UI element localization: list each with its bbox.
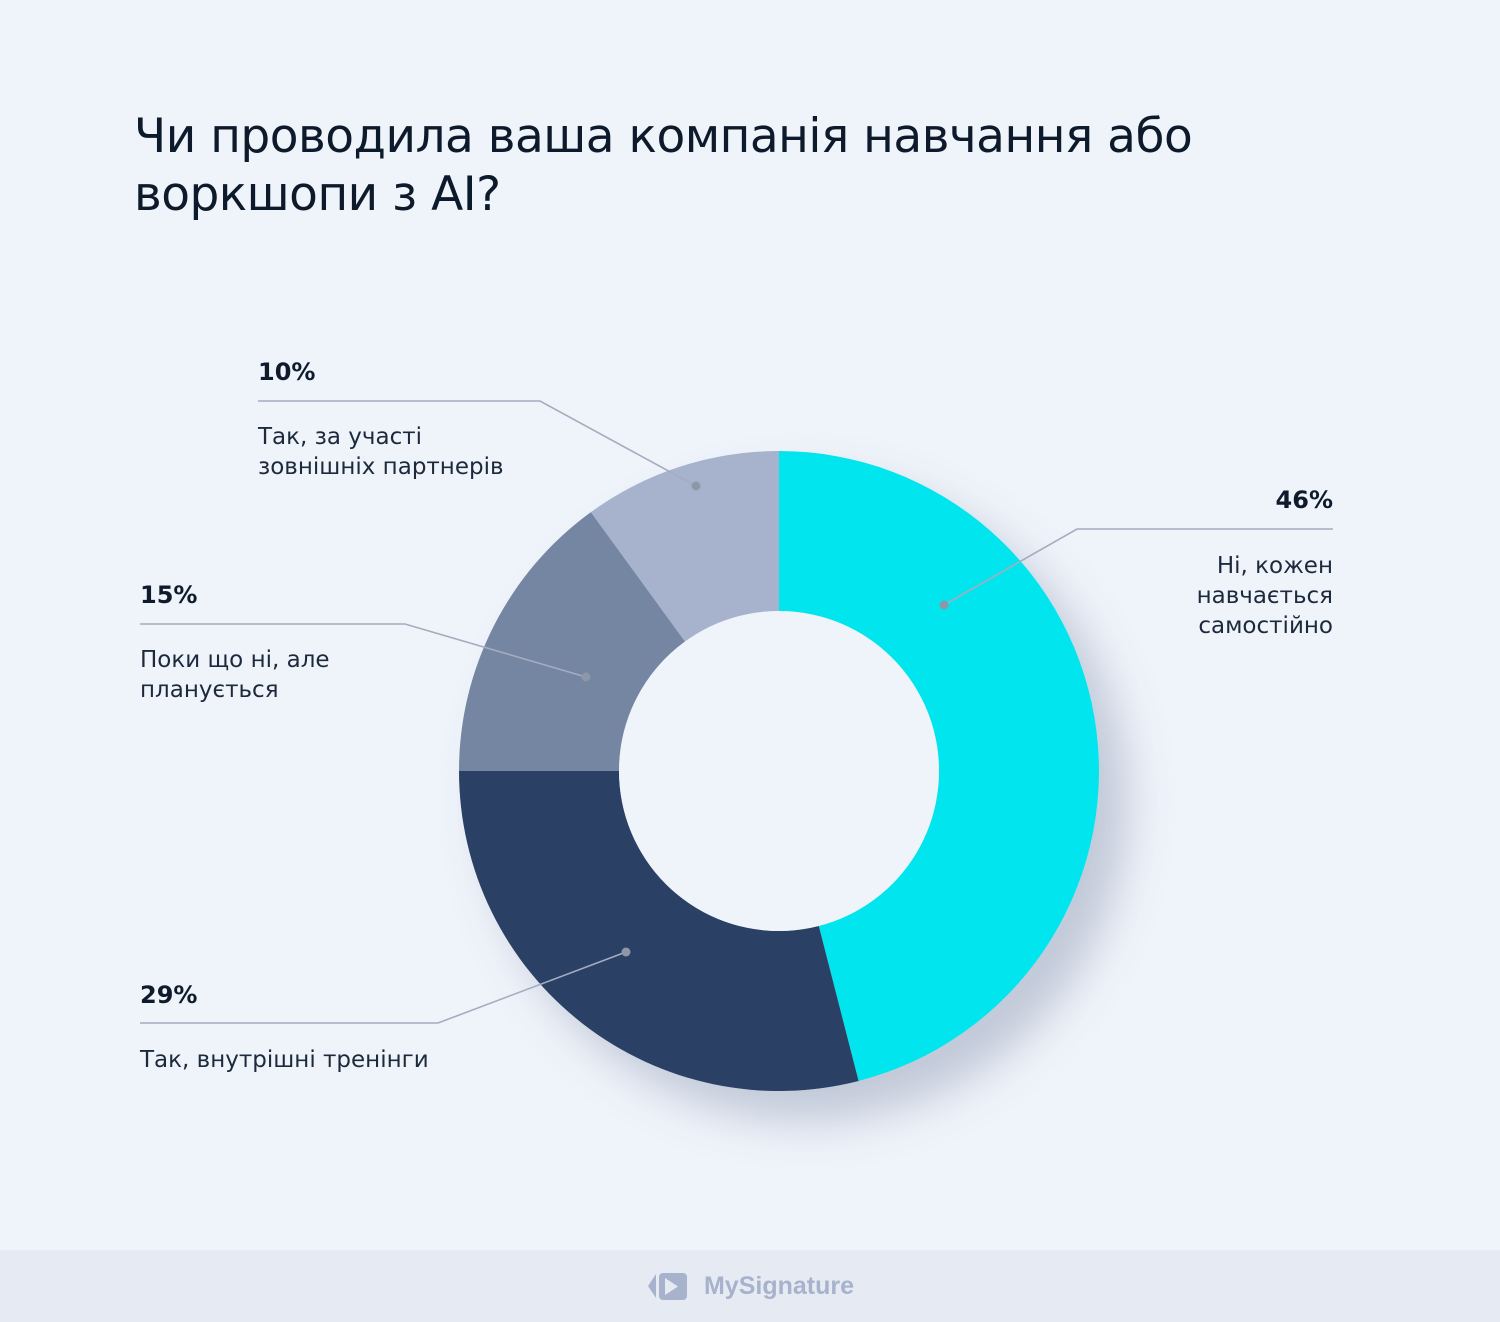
- brand-name: MySignature: [703, 1271, 855, 1300]
- label-line: Так, за участі: [258, 424, 423, 450]
- data-label-15: 15%: [140, 581, 198, 609]
- donut-hole: [619, 611, 939, 931]
- mysignature-logo-icon: [647, 1273, 687, 1300]
- data-label-10: 10%: [258, 358, 316, 386]
- category-label-46: Ні, кожен навчається самостійно: [1197, 551, 1333, 641]
- donut-slice-29: [459, 771, 859, 1092]
- label-line: Ні, кожен: [1216, 553, 1333, 579]
- leader-line-46: [943, 528, 1333, 606]
- label-line: самостійно: [1198, 613, 1333, 639]
- category-label-29: Так, внутрішні тренінги: [140, 1045, 429, 1075]
- data-label-29: 29%: [140, 981, 198, 1009]
- label-line: Так, внутрішні тренінги: [140, 1047, 429, 1073]
- label-line: навчається: [1196, 583, 1333, 609]
- leader-line-10: [258, 400, 697, 487]
- label-line: планується: [140, 677, 279, 703]
- label-line: зовнішніх партнерів: [258, 454, 504, 480]
- donut-slice-10: [590, 451, 779, 642]
- category-label-15: Поки що ні, але планується: [140, 645, 330, 705]
- data-label-46: 46%: [1275, 486, 1333, 514]
- leader-line-15: [140, 623, 587, 678]
- leader-line-29: [140, 951, 627, 1024]
- label-line: Поки що ні, але: [140, 647, 330, 673]
- donut-slice-15: [459, 512, 685, 771]
- category-label-10: Так, за участі зовнішніх партнерів: [258, 422, 504, 482]
- leader-dot-29: [621, 947, 631, 957]
- donut-slice-46: [779, 451, 1100, 1081]
- leader-dot-46: [939, 600, 949, 610]
- leader-dot-15: [581, 672, 591, 682]
- chart-title: Чи проводила ваша компанія навчання або …: [134, 109, 1193, 222]
- leader-dot-10: [691, 481, 701, 491]
- donut-chart: [140, 400, 1333, 1092]
- footer: MySignature: [0, 1250, 1500, 1322]
